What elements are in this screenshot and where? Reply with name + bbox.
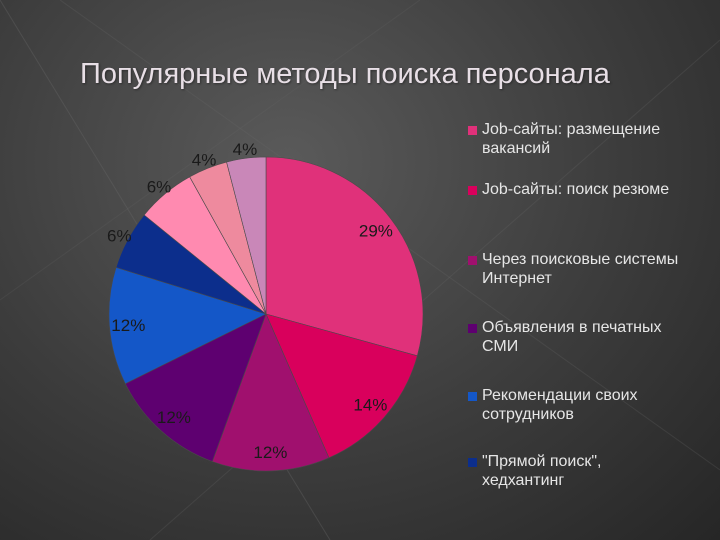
legend-swatch xyxy=(468,324,477,333)
legend-item: Job-сайты: поиск резюме xyxy=(468,180,718,199)
legend-swatch xyxy=(468,392,477,401)
pie-data-labels: 29% 14% 12% 12% 12% 6% 6% 4% 4% xyxy=(107,140,393,462)
pie-data-label: 14% xyxy=(353,396,387,415)
pie-slice xyxy=(108,267,267,385)
legend-swatch xyxy=(468,186,477,195)
pie-data-label: 29% xyxy=(359,221,393,240)
legend-label: Через поисковые системы Интернет xyxy=(482,251,679,287)
pie-slice xyxy=(211,313,330,472)
pie-data-label: 12% xyxy=(253,443,287,462)
pie-data-label: 6% xyxy=(147,178,172,197)
pie-data-label: 6% xyxy=(107,226,132,245)
legend-swatch xyxy=(468,126,477,135)
pie-slice xyxy=(124,313,267,462)
pie-data-label: 4% xyxy=(192,151,217,170)
legend-swatch xyxy=(468,458,477,467)
legend-item: Через поисковые системы Интернет xyxy=(468,250,718,288)
legend-label: Job-сайты: поиск резюме xyxy=(482,181,670,198)
legend-item: "Прямой поиск", хедхантинг xyxy=(468,452,718,490)
legend-label: "Прямой поиск", хедхантинг xyxy=(482,453,602,489)
legend-label: Job-сайты: размещение вакансий xyxy=(482,121,661,157)
pie-slices xyxy=(108,156,424,472)
pie-slice xyxy=(265,313,418,459)
legend-swatch xyxy=(468,256,477,265)
pie-data-label: 4% xyxy=(233,140,258,159)
slide-title: Популярные методы поиска персонала xyxy=(80,58,610,90)
legend-item: Рекомендации своих сотрудников xyxy=(468,386,718,424)
legend-label: Объявления в печатных СМИ xyxy=(482,319,662,355)
pie-slice xyxy=(226,156,267,315)
pie-slice xyxy=(265,156,424,357)
pie-data-label: 12% xyxy=(157,408,191,427)
pie-data-label: 12% xyxy=(111,316,145,335)
legend-item: Job-сайты: размещение вакансий xyxy=(468,120,718,158)
legend-label: Рекомендации своих сотрудников xyxy=(482,387,638,423)
legend-item: Объявления в печатных СМИ xyxy=(468,318,718,356)
